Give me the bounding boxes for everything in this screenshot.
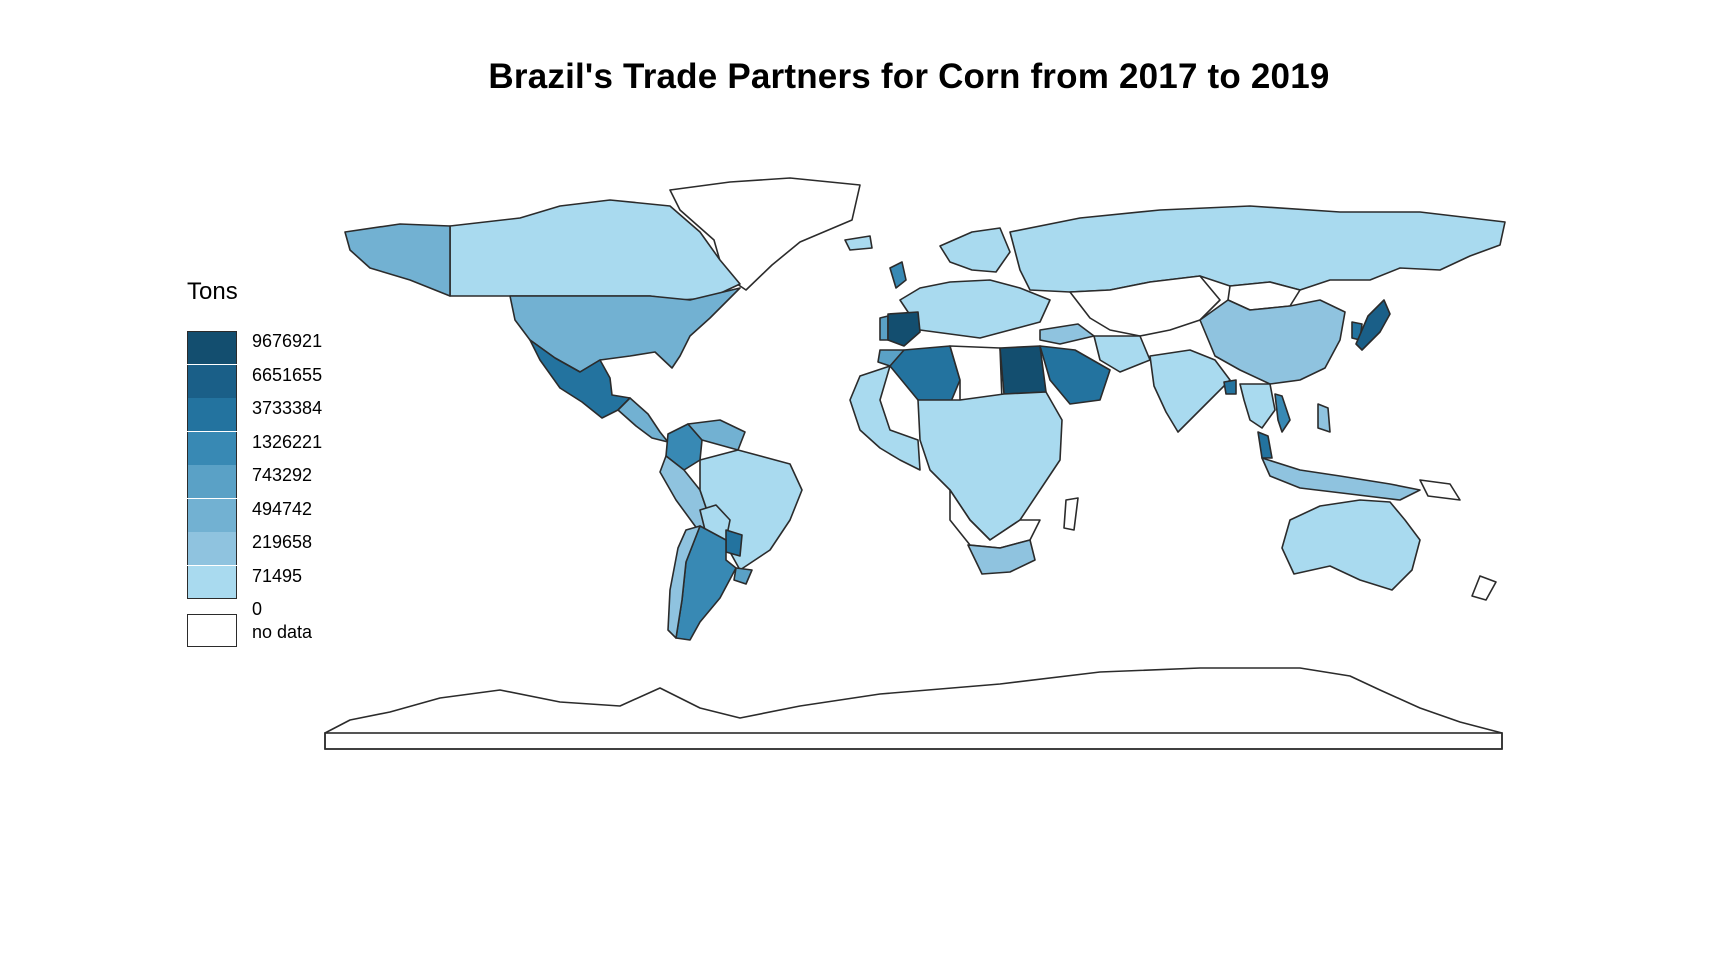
map-title: Brazil's Trade Partners for Corn from 20… xyxy=(488,57,1330,96)
region-vietnam xyxy=(1274,393,1291,433)
region-algeria xyxy=(889,345,961,405)
region-southern-africa xyxy=(949,489,1041,549)
region-libya xyxy=(949,345,1003,401)
region-greenland xyxy=(669,177,861,291)
legend-swatch xyxy=(187,498,237,532)
region-china xyxy=(1199,299,1346,385)
legend-break-label: 3733384 xyxy=(252,398,323,418)
region-malaysia xyxy=(1257,431,1273,459)
region-egypt xyxy=(999,345,1047,395)
region-papua-new-guinea xyxy=(1419,479,1461,501)
region-new-zealand xyxy=(1471,575,1497,601)
legend-swatch xyxy=(187,565,237,599)
legend-no-data-swatch xyxy=(187,614,237,647)
region-chile xyxy=(667,525,701,639)
legend-break-label: 494742 xyxy=(252,498,313,519)
region-europe xyxy=(899,279,1051,339)
region-iceland xyxy=(844,235,873,251)
region-west-africa xyxy=(849,365,921,471)
region-australia xyxy=(1281,499,1421,591)
legend-break-label: 1326221 xyxy=(252,431,323,452)
region-south-africa xyxy=(967,539,1036,575)
region-iran xyxy=(1093,335,1151,373)
legend-break-label: 219658 xyxy=(252,532,313,552)
region-japan xyxy=(1355,299,1391,351)
region-russia xyxy=(1009,205,1506,293)
legend-break-label: 71495 xyxy=(252,565,303,586)
region-philippines xyxy=(1317,403,1331,433)
region-saudi-arabia xyxy=(1039,345,1111,405)
legend-title: Tons xyxy=(187,278,238,305)
region-bangladesh xyxy=(1223,379,1237,395)
legend-break-label: 743292 xyxy=(252,465,313,485)
region-uruguay xyxy=(733,567,753,585)
legend-swatch xyxy=(187,398,237,431)
region-united-kingdom xyxy=(889,261,907,289)
region-central-africa xyxy=(917,391,1063,541)
region-southeast-asia xyxy=(1239,383,1276,429)
region-venezuela xyxy=(687,419,746,451)
region-antarctica xyxy=(324,667,1503,750)
region-scandinavia xyxy=(939,227,1011,273)
legend-break-label: 9676921 xyxy=(252,331,323,351)
legend-break-label: 0 xyxy=(252,599,263,619)
region-portugal xyxy=(879,315,889,341)
legend-no-data-label: no data xyxy=(252,622,313,642)
legend-break-label: 6651655 xyxy=(252,364,323,385)
legend-swatch xyxy=(187,364,237,398)
region-spain xyxy=(887,311,921,347)
legend-swatch xyxy=(187,331,237,364)
region-madagascar xyxy=(1063,497,1079,531)
region-turkey xyxy=(1039,323,1095,345)
region-central-america xyxy=(617,397,669,443)
region-india xyxy=(1149,349,1231,433)
region-indonesia xyxy=(1261,457,1421,501)
legend-swatch xyxy=(187,532,237,565)
region-alaska xyxy=(344,223,451,297)
legend-swatch xyxy=(187,431,237,465)
legend-swatch xyxy=(187,465,237,498)
region-paraguay xyxy=(725,529,743,557)
